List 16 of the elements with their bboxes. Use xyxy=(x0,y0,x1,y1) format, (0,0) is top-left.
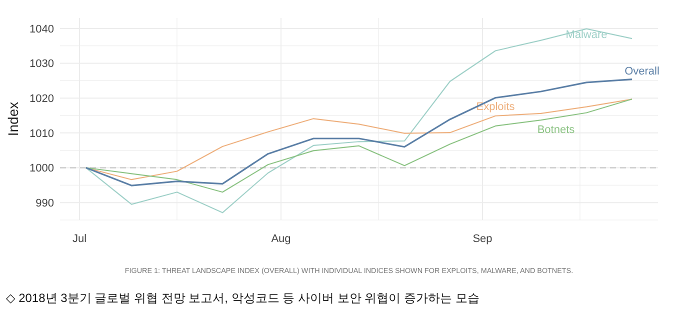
text: ◇ 2018년 3분기 글로벌 위협 전망 보고서, 악성코드 등 사이버 보안 위협이 증가하는 모습 xyxy=(6,291,480,305)
series-label: Malware xyxy=(566,28,608,41)
y-tick-label: 1020 xyxy=(30,92,54,105)
x-tick-label: Sep xyxy=(472,233,492,245)
y-tick-label: 1030 xyxy=(30,58,54,70)
series-label: Overall xyxy=(624,65,660,78)
y-tick-label: 1010 xyxy=(30,128,54,140)
y-axis-title: Index xyxy=(5,102,21,136)
series-label: Exploits xyxy=(476,100,516,113)
line-series xyxy=(85,78,633,186)
x-tick-label: Jul xyxy=(72,233,87,245)
y-tick-label: 990 xyxy=(36,197,54,210)
series-label: Botnets xyxy=(537,124,576,136)
x-tick-label: Aug xyxy=(271,233,291,245)
y-tick-label: 1040 xyxy=(30,23,54,36)
y-tick-label: 1000 xyxy=(30,162,54,175)
